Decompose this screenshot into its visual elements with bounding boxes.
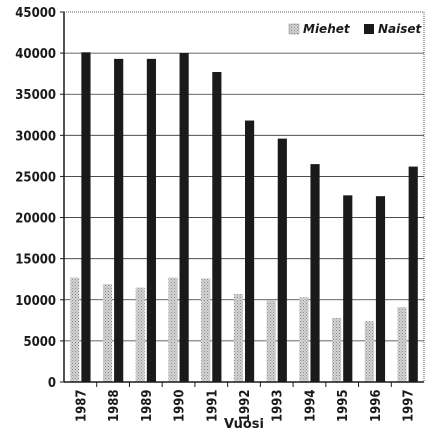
y-tick-label: 45000 <box>15 6 56 21</box>
bar-miehet-1997 <box>397 307 407 382</box>
x-tick-label: 1990 <box>173 389 188 422</box>
bar-miehet-1987 <box>70 277 80 382</box>
bar-miehet-1989 <box>135 287 145 382</box>
legend-swatch-miehet <box>288 23 300 35</box>
gridlines <box>64 52 424 342</box>
bar-naiset-1994 <box>310 164 320 382</box>
bar-miehet-1988 <box>102 284 113 382</box>
bar-naiset-1990 <box>179 53 189 382</box>
y-tick-label: 40000 <box>15 47 56 62</box>
y-tick-label: 35000 <box>15 88 56 103</box>
y-tick-label: 25000 <box>15 170 56 185</box>
legend-swatch-naiset <box>364 24 374 34</box>
y-tick-label: 10000 <box>15 294 56 309</box>
x-tick-label: 1989 <box>140 389 155 422</box>
bar-miehet-1996 <box>364 321 374 382</box>
x-tick-label: 1987 <box>74 389 89 422</box>
x-tick-label: 1994 <box>303 389 318 422</box>
bar-naiset-1989 <box>146 58 156 382</box>
bar-miehet-1994 <box>299 297 309 382</box>
bar-miehet-1995 <box>332 317 342 382</box>
bar-miehet-1992 <box>233 294 243 382</box>
legend-label-miehet: Miehet <box>303 22 351 36</box>
x-tick-label: 1993 <box>271 389 286 422</box>
plot-area <box>63 11 425 383</box>
bar-naiset-1995 <box>343 195 353 382</box>
y-axis: 0 5000 10000 15000 20000 25000 30000 35000 40000… <box>15 6 64 391</box>
bar-naiset-1997 <box>408 166 418 382</box>
y-tick-label: 0 <box>48 376 56 391</box>
bar-miehet-1993 <box>266 300 276 382</box>
bar-naiset-1987 <box>81 52 91 383</box>
bar-naiset-1996 <box>375 196 386 382</box>
x-tick-label: 1995 <box>336 389 351 422</box>
y-tick-label: 30000 <box>15 129 56 144</box>
bars <box>70 52 418 383</box>
y-tick-label: 20000 <box>15 212 56 227</box>
x-tick-label: 1997 <box>402 389 417 422</box>
x-axis: 1987 1988 1989 1990 1991 1992 1993 1994 1995 1996… <box>74 382 417 422</box>
x-tick-label: 1988 <box>107 389 122 422</box>
legend: Miehet Naiset <box>288 22 423 36</box>
bar-miehet-1990 <box>168 277 178 382</box>
legend-label-naiset: Naiset <box>378 22 423 36</box>
bar-naiset-1992 <box>245 120 255 383</box>
bar-naiset-1991 <box>212 72 222 383</box>
bar-miehet-1991 <box>201 278 211 382</box>
y-tick-label: 5000 <box>23 335 56 350</box>
bar-naiset-1993 <box>277 138 287 382</box>
bar-naiset-1988 <box>114 58 124 382</box>
x-tick-label: 1992 <box>238 389 253 422</box>
y-tick-label: 15000 <box>15 253 56 268</box>
x-tick-label: 1996 <box>369 389 384 422</box>
x-axis-title: Vuosi <box>224 417 264 432</box>
x-tick-label: 1991 <box>205 389 220 422</box>
